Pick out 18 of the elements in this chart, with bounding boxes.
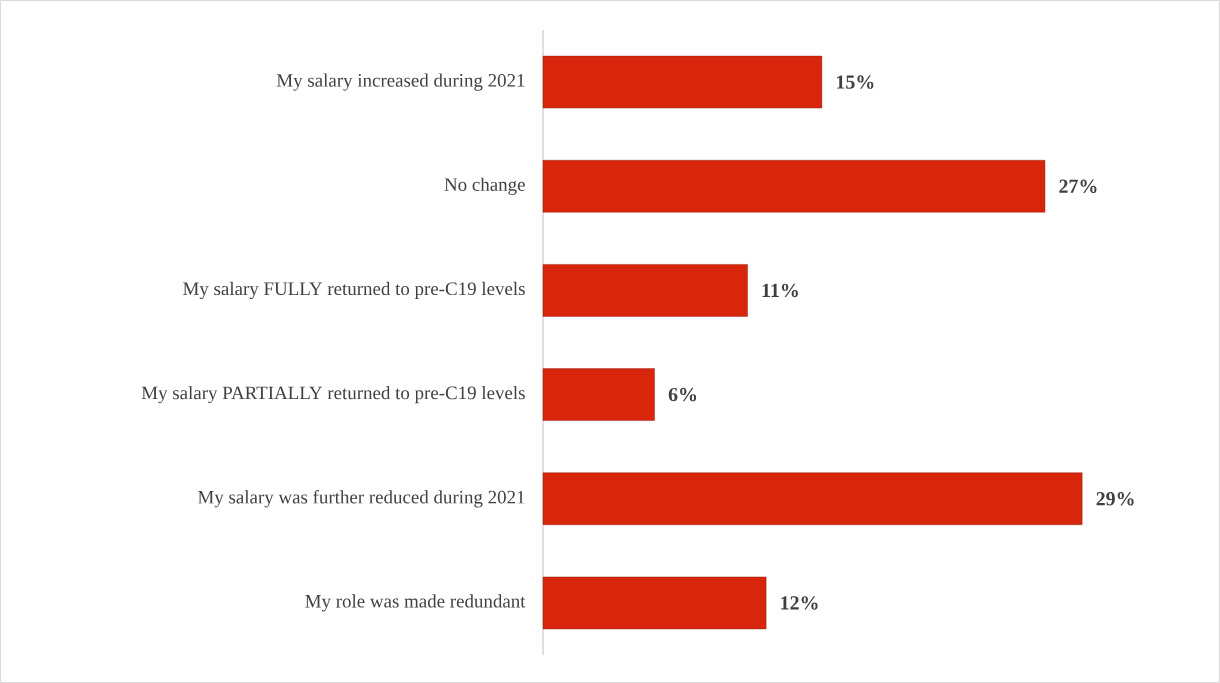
y-tick-label: My role was made redundant xyxy=(305,594,526,612)
bar xyxy=(542,264,748,317)
data-label: 6% xyxy=(668,387,697,402)
y-tick-label: My salary PARTIALLY returned to pre-C19 levels xyxy=(141,385,525,404)
bar xyxy=(542,55,823,109)
bar xyxy=(542,160,1046,213)
y-tick-label: My salary FULLY returned to pre-C19 levels xyxy=(183,281,525,300)
data-label: 11% xyxy=(762,283,798,298)
y-tick-label: No change xyxy=(444,177,525,195)
y-tick-label: My salary was further reduced during 2021 xyxy=(198,490,525,508)
bar xyxy=(542,472,1083,525)
y-tick-label: My salary increased during 2021 xyxy=(276,73,525,91)
data-label: 12% xyxy=(781,596,818,610)
bar xyxy=(542,368,655,421)
bar xyxy=(542,576,767,630)
data-label: 15% xyxy=(837,75,874,89)
data-label: 29% xyxy=(1096,491,1134,506)
data-label: 27% xyxy=(1059,179,1097,194)
